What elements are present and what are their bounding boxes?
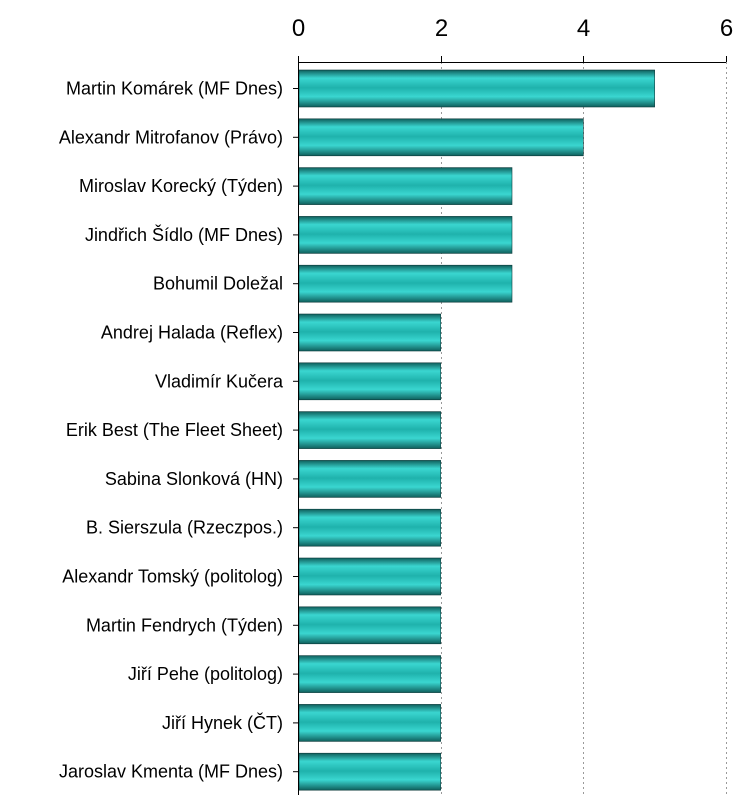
category-label-10: Alexandr Tomský (politolog): [62, 567, 283, 587]
category-label-13: Jiří Hynek (ČT): [162, 712, 283, 733]
bar-6: [298, 362, 441, 401]
category-label-9: B. Sierszula (Rzeczpos.): [86, 518, 283, 538]
bar-8: [298, 460, 441, 498]
category-label-3: Jindřich Šídlo (MF Dnes): [85, 224, 283, 245]
category-label-0: Martin Komárek (MF Dnes): [66, 79, 283, 99]
bar-0: [298, 69, 655, 108]
bar-1: [298, 118, 584, 157]
axes: 0 2 4 6: [292, 15, 733, 795]
category-label-4: Bohumil Doležal: [153, 274, 283, 294]
category-label-5: Andrej Halada (Reflex): [101, 323, 283, 343]
bar-11: [298, 606, 441, 645]
category-label-6: Vladimír Kučera: [155, 371, 284, 391]
bar-10: [298, 557, 441, 596]
category-label-14: Jaroslav Kmenta (MF Dnes): [59, 762, 283, 782]
bar-2: [298, 167, 513, 205]
bar-7: [298, 411, 441, 449]
x-tick-label-0: 0: [292, 15, 305, 42]
bar-4: [298, 264, 513, 303]
category-label-7: Erik Best (The Fleet Sheet): [66, 420, 283, 440]
category-label-2: Miroslav Korecký (Týden): [79, 176, 283, 196]
category-label-8: Sabina Slonková (HN): [105, 469, 283, 489]
bar-9: [298, 508, 441, 547]
category-label-11: Martin Fendrych (Týden): [86, 615, 283, 635]
bar-5: [298, 313, 441, 352]
category-label-1: Alexandr Mitrofanov (Právo): [59, 127, 283, 147]
category-label-12: Jiří Pehe (politolog): [128, 664, 283, 684]
x-tick-label-2: 2: [435, 15, 448, 42]
gridlines: [441, 62, 727, 795]
bar-3: [298, 216, 513, 254]
category-labels: Martin Komárek (MF Dnes) Alexandr Mitrofa…: [59, 79, 284, 782]
bar-12: [298, 655, 441, 693]
x-tick-label-6: 6: [720, 15, 733, 42]
bars: [298, 69, 655, 791]
bar-13: [298, 704, 441, 742]
bar-14: [298, 752, 441, 791]
x-tick-label-4: 4: [577, 15, 590, 42]
